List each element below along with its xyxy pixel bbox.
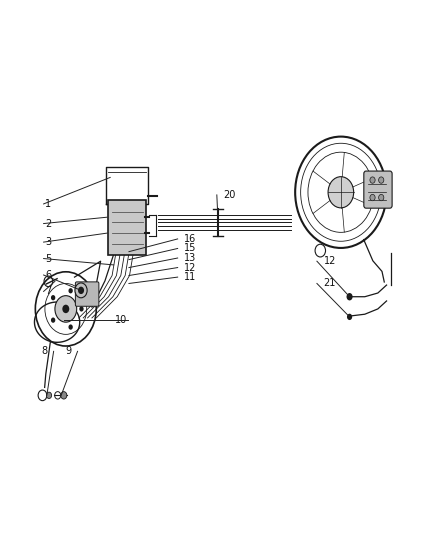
- Text: 1: 1: [45, 199, 51, 209]
- Text: 16: 16: [184, 234, 196, 244]
- Circle shape: [79, 306, 84, 312]
- Circle shape: [370, 195, 375, 201]
- Text: 21: 21: [323, 278, 336, 288]
- Circle shape: [78, 287, 84, 294]
- Circle shape: [46, 392, 52, 399]
- Text: 6: 6: [45, 270, 51, 280]
- FancyBboxPatch shape: [75, 282, 99, 306]
- FancyBboxPatch shape: [109, 200, 146, 255]
- Text: 20: 20: [223, 190, 236, 200]
- Text: 7: 7: [45, 286, 51, 296]
- Circle shape: [55, 296, 77, 322]
- Text: 5: 5: [45, 254, 51, 263]
- Circle shape: [62, 305, 69, 313]
- Text: 11: 11: [184, 272, 196, 282]
- Text: 2: 2: [45, 219, 51, 229]
- Text: 15: 15: [184, 244, 197, 254]
- FancyBboxPatch shape: [364, 171, 392, 208]
- Circle shape: [346, 293, 353, 301]
- Circle shape: [68, 288, 73, 293]
- Text: 12: 12: [323, 256, 336, 266]
- Circle shape: [370, 177, 375, 183]
- Circle shape: [61, 392, 67, 399]
- Text: 3: 3: [45, 237, 51, 247]
- Circle shape: [347, 314, 352, 320]
- Circle shape: [378, 195, 384, 201]
- Circle shape: [68, 325, 73, 330]
- Text: 12: 12: [184, 263, 197, 272]
- Circle shape: [75, 283, 87, 298]
- Text: 8: 8: [41, 346, 47, 357]
- Text: 13: 13: [184, 253, 196, 263]
- Circle shape: [328, 176, 353, 208]
- Text: 10: 10: [115, 314, 127, 325]
- Text: 9: 9: [65, 346, 71, 357]
- Circle shape: [378, 177, 384, 183]
- Circle shape: [51, 318, 55, 323]
- Circle shape: [51, 295, 55, 301]
